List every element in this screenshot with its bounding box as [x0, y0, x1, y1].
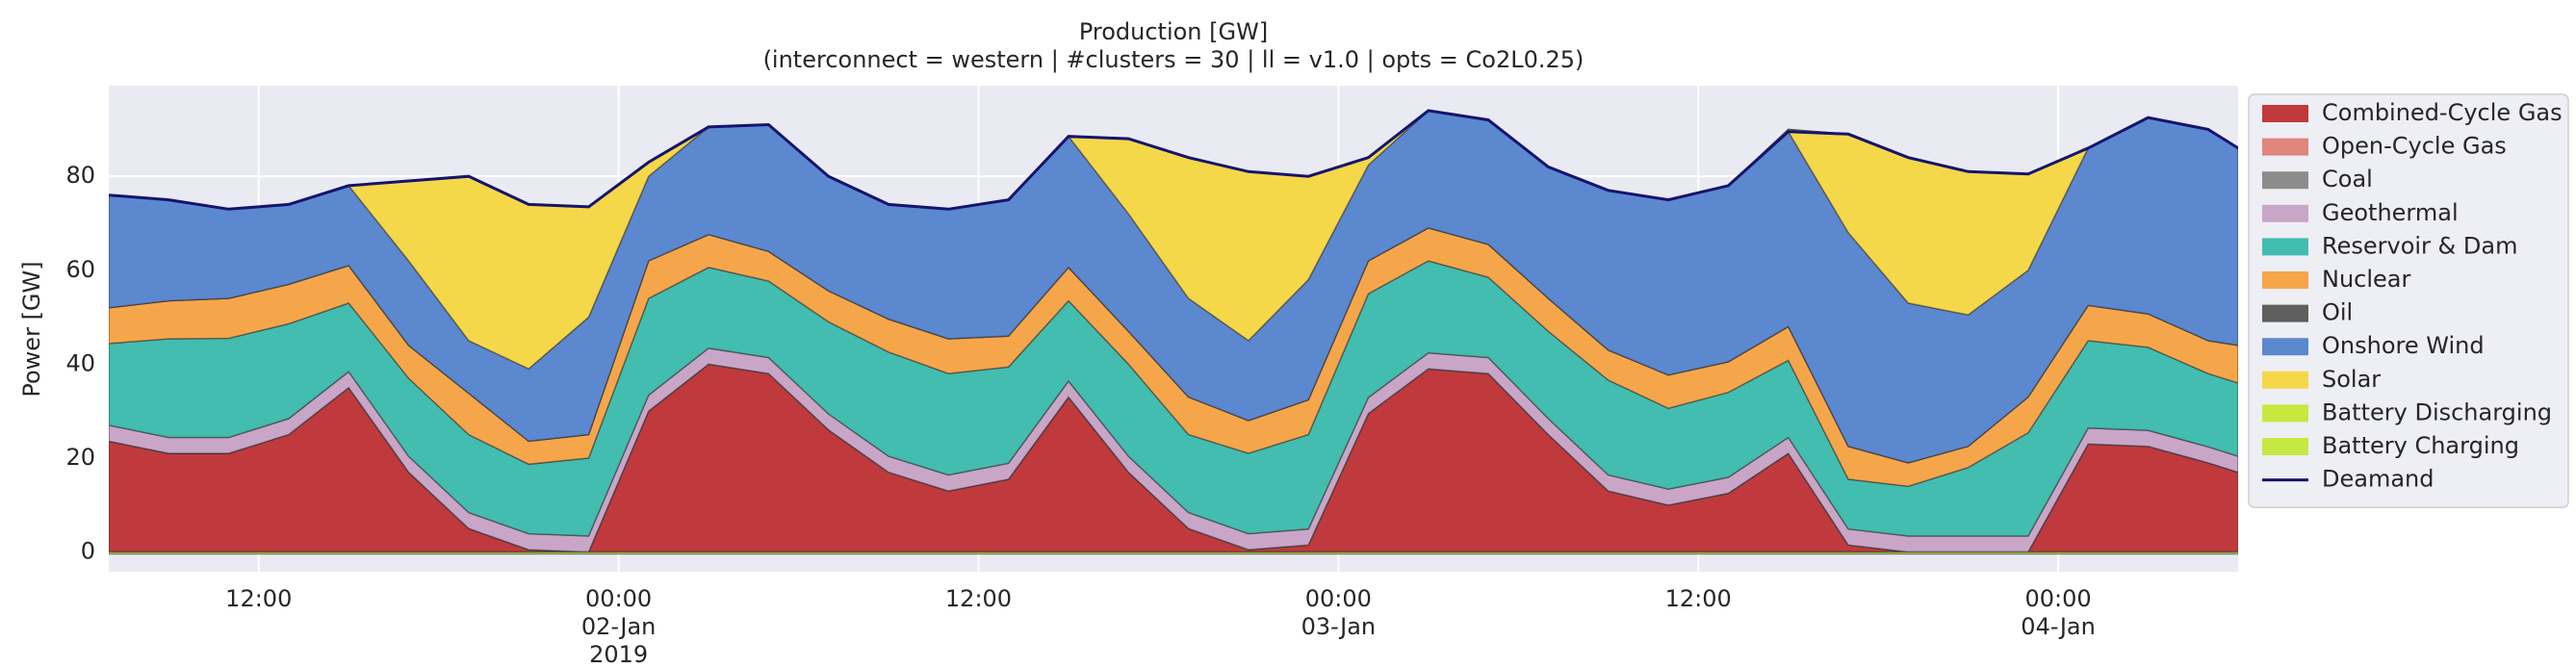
- legend-label: Oil: [2322, 299, 2353, 326]
- y-tick-label: 20: [65, 444, 95, 471]
- legend-swatch: [2262, 271, 2308, 289]
- chart-title: Production [GW]: [1079, 18, 1268, 45]
- legend-label: Deamand: [2322, 466, 2434, 493]
- legend-swatch: [2262, 304, 2308, 322]
- x-tick-label: 00:00 02-Jan 2019: [580, 585, 657, 668]
- y-tick-label: 0: [81, 538, 95, 565]
- legend-swatch: [2262, 138, 2308, 156]
- legend-swatch: [2262, 171, 2308, 190]
- legend-label: Coal: [2322, 166, 2373, 193]
- legend-swatch: [2262, 371, 2308, 389]
- x-tick-label: 12:00: [1664, 585, 1732, 612]
- legend-box: [2248, 93, 2569, 508]
- chart-subtitle: (interconnect = western | #clusters = 30…: [763, 46, 1584, 73]
- y-tick-label: 60: [65, 256, 95, 283]
- legend-swatch: [2262, 338, 2308, 356]
- legend-label: Reservoir & Dam: [2322, 232, 2517, 259]
- legend-swatch: [2262, 204, 2308, 222]
- legend-swatch: [2262, 404, 2308, 423]
- legend-label: Combined-Cycle Gas: [2322, 99, 2563, 126]
- legend-swatch: [2262, 105, 2308, 122]
- plot-area: [109, 109, 2238, 555]
- area: [109, 551, 2238, 555]
- y-axis-label: Power [GW]: [18, 261, 45, 397]
- x-tick-label: 00:00 04-Jan: [2021, 585, 2096, 640]
- y-tick-label: 40: [65, 349, 95, 376]
- legend-label: Battery Discharging: [2322, 398, 2552, 425]
- y-tick-label: 80: [65, 162, 95, 189]
- x-tick-label: 12:00: [225, 585, 293, 612]
- legend-label: Nuclear: [2322, 266, 2411, 293]
- legend-swatch: [2262, 238, 2308, 256]
- legend-label: Solar: [2322, 366, 2381, 393]
- x-tick-label: 12:00: [944, 585, 1013, 612]
- legend-label: Battery Charging: [2322, 432, 2519, 459]
- legend-label: Geothermal: [2322, 199, 2459, 226]
- legend-label: Open-Cycle Gas: [2322, 133, 2507, 160]
- legend-swatch: [2262, 438, 2308, 455]
- legend-label: Onshore Wind: [2322, 332, 2485, 359]
- x-tick-label: 00:00 03-Jan: [1301, 585, 1377, 640]
- line: [109, 109, 2238, 211]
